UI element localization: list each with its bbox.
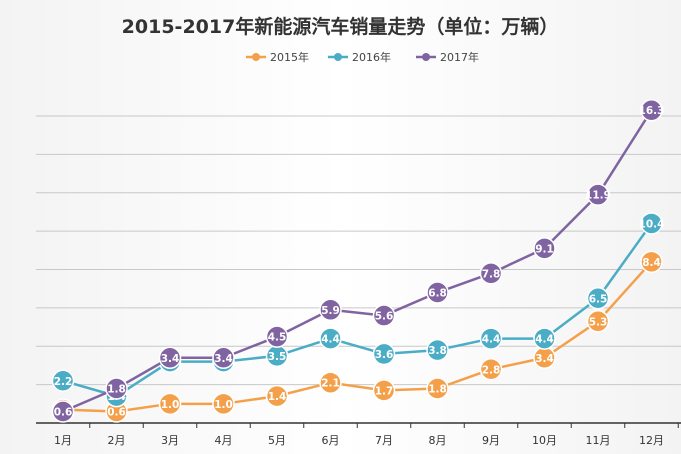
series-line	[62, 222, 653, 398]
x-tick-label: 4月	[215, 434, 233, 447]
data-label: 4.4	[482, 334, 501, 346]
data-label: 1.8	[428, 383, 447, 395]
data-label: 5.9	[321, 305, 340, 317]
data-label: 2.2	[54, 376, 73, 388]
data-point[interactable]	[640, 98, 663, 122]
data-point[interactable]	[158, 346, 182, 370]
x-tick-label: 10月	[532, 434, 557, 447]
data-point[interactable]	[640, 212, 663, 235]
data-label: 2.1	[321, 378, 340, 390]
data-point[interactable]	[105, 377, 128, 400]
data-label: 3.4	[535, 353, 554, 365]
data-label: 3.4	[161, 353, 180, 365]
data-point[interactable]	[319, 371, 342, 394]
x-tick-label: 8月	[429, 434, 447, 447]
data-label: 3.8	[428, 345, 447, 357]
x-tick-label: 6月	[322, 434, 340, 447]
series-line	[62, 260, 653, 413]
data-label: 6.8	[428, 288, 447, 300]
x-tick-label: 1月	[54, 434, 72, 447]
legend-item[interactable]: 2017年	[416, 50, 479, 64]
data-point[interactable]	[265, 325, 289, 348]
data-point[interactable]	[212, 346, 235, 370]
data-point[interactable]	[158, 392, 182, 416]
data-label: 16.3	[639, 105, 665, 117]
data-point[interactable]	[640, 250, 663, 274]
data-point[interactable]	[51, 369, 75, 393]
data-point[interactable]	[319, 298, 342, 322]
data-point[interactable]	[533, 237, 556, 260]
series: 0.70.61.01.01.42.11.71.82.83.45.38.4	[51, 250, 663, 423]
data-label: 3.5	[268, 351, 287, 363]
data-label: 4.5	[268, 332, 287, 344]
data-label: 2.8	[482, 364, 501, 376]
legend-marker	[252, 53, 260, 61]
x-tick-label: 3月	[161, 434, 179, 447]
gridlines	[36, 115, 681, 386]
x-axis: 1月 2月 3月 4月 5月 6月 7月 8月 9月 10月 11月 12月	[36, 422, 681, 447]
data-point[interactable]	[586, 287, 610, 310]
data-label: 5.6	[375, 311, 394, 323]
data-label: 7.8	[482, 268, 501, 280]
data-point[interactable]	[319, 327, 342, 350]
legend: 2015年 2016年 2017年	[246, 50, 479, 64]
data-point[interactable]	[372, 304, 396, 327]
data-point[interactable]	[426, 377, 449, 400]
data-point[interactable]	[212, 392, 235, 416]
legend-item[interactable]: 2016年	[328, 50, 391, 64]
x-tick-label: 7月	[375, 434, 393, 447]
data-point[interactable]	[372, 342, 396, 366]
data-point[interactable]	[426, 338, 449, 362]
data-label: 1.0	[161, 399, 180, 411]
data-label: 1.8	[107, 383, 126, 395]
data-point[interactable]	[479, 358, 503, 381]
legend-label: 2016年	[352, 50, 391, 64]
data-label: 10.4	[639, 218, 665, 230]
x-tick-label: 11月	[586, 434, 611, 447]
data-point[interactable]	[479, 262, 503, 285]
chart-title: 2015-2017年新能源汽车销量走势（单位：万辆）	[122, 15, 559, 38]
legend-marker	[334, 53, 342, 61]
data-label: 8.4	[642, 257, 661, 269]
data-point[interactable]	[51, 400, 75, 423]
x-tick-label: 5月	[268, 434, 286, 447]
data-label: 11.9	[585, 190, 611, 202]
data-point[interactable]	[533, 327, 556, 350]
x-tick-label: 2月	[108, 434, 126, 447]
data-label: 0.6	[107, 406, 126, 418]
data-label: 1.7	[375, 385, 394, 397]
data-point[interactable]	[426, 281, 449, 304]
data-label: 4.4	[535, 334, 554, 346]
series-layer: 0.70.61.01.01.42.11.71.82.83.45.38.42.21…	[51, 98, 665, 423]
data-point[interactable]	[265, 384, 289, 408]
legend-label: 2015年	[270, 50, 309, 64]
data-label: 3.6	[375, 349, 394, 361]
legend-item[interactable]: 2015年	[246, 50, 309, 64]
data-point[interactable]	[479, 327, 503, 350]
data-label: 3.4	[214, 353, 233, 365]
series: 0.6 1.8 3.4 3.4 4.5 5.9 5.6 6.8 7.8 9.1 11.9 16.3	[51, 98, 665, 423]
data-label: 5.3	[589, 316, 608, 328]
series-line	[62, 109, 653, 413]
data-label: 6.5	[589, 293, 608, 305]
data-label: 0.6	[54, 406, 73, 418]
legend-marker	[422, 53, 430, 61]
data-label: 4.4	[321, 334, 340, 346]
legend-label: 2017年	[440, 50, 479, 64]
x-tick-label: 9月	[482, 434, 500, 447]
data-label: 1.4	[268, 391, 287, 403]
series: 2.21.43.23.23.54.43.63.84.44.46.510.4	[51, 212, 665, 408]
data-label: 9.1	[535, 243, 554, 255]
x-tick-label: 12月	[639, 434, 664, 447]
data-point[interactable]	[372, 379, 396, 402]
data-point[interactable]	[586, 183, 610, 206]
data-label: 1.0	[214, 399, 233, 411]
data-point[interactable]	[586, 310, 610, 333]
